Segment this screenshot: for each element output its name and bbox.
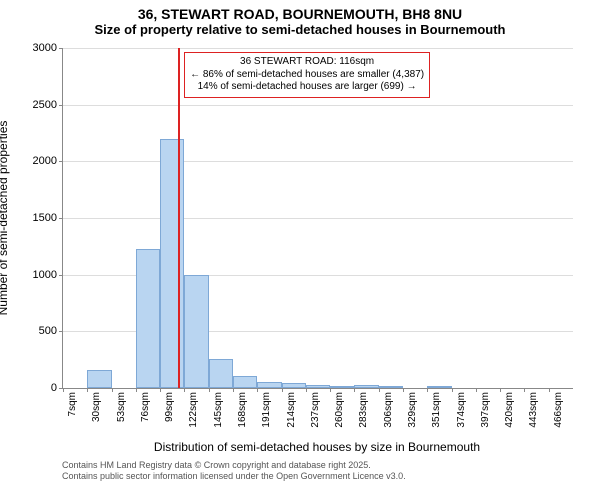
x-tick	[233, 388, 234, 392]
histogram-bar	[257, 382, 281, 388]
plot-area: 0500100015002000250030007sqm30sqm53sqm76…	[62, 48, 573, 389]
annotation-line: 14% of semi-detached houses are larger (…	[190, 81, 424, 94]
x-tick	[282, 388, 283, 392]
histogram-bar	[136, 249, 160, 388]
x-tick	[306, 388, 307, 392]
x-tick	[112, 388, 113, 392]
x-tick-label: 329sqm	[407, 392, 418, 432]
x-tick	[257, 388, 258, 392]
y-tick-label: 1000	[23, 269, 57, 281]
x-tick-label: 7sqm	[67, 392, 78, 432]
y-tick-label: 0	[23, 382, 57, 394]
x-tick	[160, 388, 161, 392]
x-tick	[476, 388, 477, 392]
x-tick	[500, 388, 501, 392]
histogram-bar	[379, 386, 403, 388]
gridline	[63, 48, 573, 49]
x-tick-label: 122sqm	[188, 392, 199, 432]
y-tick	[59, 218, 63, 219]
y-axis-title: Number of semi-detached properties	[0, 48, 10, 388]
x-tick-label: 283sqm	[358, 392, 369, 432]
x-tick	[379, 388, 380, 392]
x-tick-label: 99sqm	[164, 392, 175, 432]
y-tick	[59, 161, 63, 162]
y-tick-label: 1500	[23, 212, 57, 224]
x-tick	[63, 388, 64, 392]
histogram-bar	[282, 383, 306, 388]
y-tick-label: 2500	[23, 99, 57, 111]
x-tick	[427, 388, 428, 392]
reference-line	[178, 48, 180, 388]
chart-title: 36, STEWART ROAD, BOURNEMOUTH, BH8 8NU	[0, 0, 600, 22]
x-tick-label: 214sqm	[286, 392, 297, 432]
x-tick-label: 443sqm	[528, 392, 539, 432]
y-tick-label: 2000	[23, 155, 57, 167]
y-tick	[59, 48, 63, 49]
x-tick-label: 260sqm	[334, 392, 345, 432]
histogram-bar	[160, 139, 184, 388]
attribution-footer: Contains HM Land Registry data © Crown c…	[62, 460, 406, 482]
y-tick	[59, 105, 63, 106]
annotation-line: 36 STEWART ROAD: 116sqm	[190, 56, 424, 69]
x-tick-label: 30sqm	[91, 392, 102, 432]
x-tick	[184, 388, 185, 392]
x-tick	[209, 388, 210, 392]
x-tick	[452, 388, 453, 392]
y-tick	[59, 331, 63, 332]
histogram-bar	[306, 385, 330, 388]
x-tick-label: 397sqm	[480, 392, 491, 432]
histogram-bar	[427, 386, 451, 388]
x-tick-label: 168sqm	[237, 392, 248, 432]
y-tick	[59, 275, 63, 276]
footer-line: Contains HM Land Registry data © Crown c…	[62, 460, 406, 471]
gridline	[63, 161, 573, 162]
x-tick-label: 53sqm	[116, 392, 127, 432]
histogram-bar	[233, 376, 257, 388]
gridline	[63, 218, 573, 219]
x-tick	[330, 388, 331, 392]
chart-container: 36, STEWART ROAD, BOURNEMOUTH, BH8 8NU S…	[0, 0, 600, 500]
x-tick-label: 374sqm	[456, 392, 467, 432]
x-tick-label: 145sqm	[213, 392, 224, 432]
x-tick	[403, 388, 404, 392]
x-axis-title: Distribution of semi-detached houses by …	[62, 440, 572, 454]
x-tick-label: 466sqm	[553, 392, 564, 432]
x-tick-label: 306sqm	[383, 392, 394, 432]
histogram-bar	[87, 370, 111, 388]
x-tick	[549, 388, 550, 392]
y-axis-title-wrap: Number of semi-detached properties	[10, 48, 24, 388]
gridline	[63, 105, 573, 106]
x-tick-label: 191sqm	[261, 392, 272, 432]
x-tick-label: 351sqm	[431, 392, 442, 432]
x-tick	[354, 388, 355, 392]
footer-line: Contains public sector information licen…	[62, 471, 406, 482]
histogram-bar	[184, 275, 208, 388]
annotation-box: 36 STEWART ROAD: 116sqm← 86% of semi-det…	[184, 52, 430, 98]
histogram-bar	[209, 359, 233, 388]
y-tick-label: 500	[23, 325, 57, 337]
x-tick	[136, 388, 137, 392]
annotation-line: ← 86% of semi-detached houses are smalle…	[190, 69, 424, 82]
x-tick	[87, 388, 88, 392]
chart-subtitle: Size of property relative to semi-detach…	[0, 22, 600, 41]
x-tick-label: 76sqm	[140, 392, 151, 432]
x-tick-label: 420sqm	[504, 392, 515, 432]
histogram-bar	[330, 386, 354, 388]
x-tick	[524, 388, 525, 392]
y-tick-label: 3000	[23, 42, 57, 54]
histogram-bar	[354, 385, 378, 388]
x-tick-label: 237sqm	[310, 392, 321, 432]
